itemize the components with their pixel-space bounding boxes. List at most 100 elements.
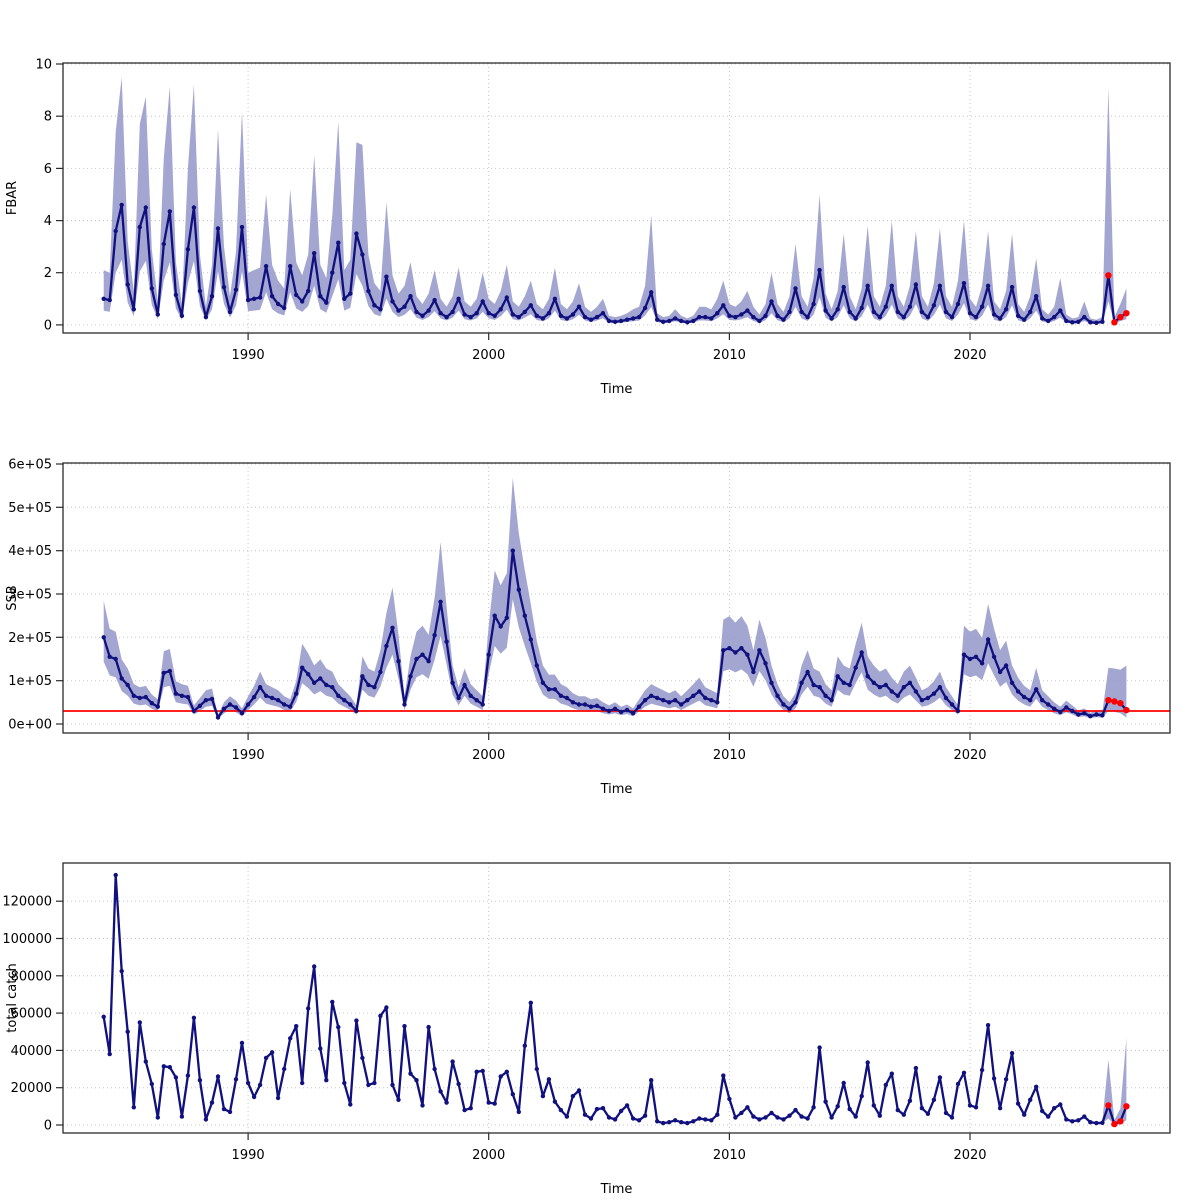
data-point (691, 1119, 696, 1124)
y-tick-label: 2e+05 (8, 631, 52, 646)
data-point (456, 695, 461, 701)
data-point (336, 240, 341, 245)
data-point (209, 1100, 215, 1105)
data-point (354, 708, 359, 714)
y-tick-label: 60000 (11, 1007, 52, 1022)
data-point (396, 659, 401, 664)
data-point (372, 685, 377, 690)
data-point (865, 1060, 870, 1065)
data-point (594, 314, 600, 320)
data-point (516, 314, 521, 320)
data-point (727, 646, 732, 651)
data-point (757, 1117, 762, 1122)
data-point (895, 309, 900, 315)
data-point (715, 1112, 720, 1117)
data-point (486, 311, 491, 316)
data-point (534, 313, 539, 318)
data-point (877, 1113, 882, 1118)
data-point (721, 648, 726, 653)
data-point (534, 663, 539, 668)
data-point (414, 656, 419, 662)
data-point (943, 695, 949, 701)
data-point (661, 698, 666, 703)
data-point (955, 1081, 961, 1087)
data-point (667, 1120, 672, 1125)
data-point (630, 316, 636, 321)
data-point (781, 317, 786, 322)
data-point (991, 1076, 997, 1081)
data-point (209, 294, 215, 299)
data-point (1094, 320, 1099, 325)
data-point (913, 282, 919, 287)
data-point (636, 314, 642, 320)
confidence-band (103, 77, 1127, 324)
panel-total-catch: 0 20000 40000 60000 80000 100000 120000 1990 200… (2, 862, 1171, 1197)
data-point (576, 304, 582, 309)
panel-frame (62, 462, 1171, 734)
data-point (973, 1105, 979, 1110)
data-point (1094, 1120, 1099, 1126)
data-point (456, 1081, 461, 1087)
data-point (408, 1071, 413, 1076)
data-point (859, 1093, 864, 1099)
data-point (239, 1040, 245, 1046)
data-point (330, 685, 335, 690)
data-point (294, 1023, 299, 1029)
data-point (131, 307, 136, 312)
data-point (949, 1115, 955, 1120)
y-tick-label: 2 (44, 266, 52, 281)
data-point (462, 682, 467, 688)
data-point (853, 665, 858, 670)
data-point (378, 669, 383, 675)
data-point (504, 1069, 509, 1075)
data-point (227, 309, 233, 315)
data-point (167, 1065, 172, 1070)
data-point (107, 654, 112, 659)
data-point (1088, 714, 1093, 719)
forecast-point (1111, 698, 1118, 705)
x-tick-label: 2000 (472, 1148, 505, 1163)
data-point (1003, 663, 1009, 668)
data-point (576, 702, 582, 707)
data-point (420, 1103, 425, 1108)
data-point (769, 680, 774, 685)
data-point (233, 705, 239, 710)
data-point (594, 1106, 600, 1112)
data-point (769, 299, 774, 304)
data-point (823, 1099, 828, 1104)
data-point (239, 711, 245, 716)
data-point (600, 1106, 606, 1111)
data-point (119, 202, 124, 208)
data-point (1082, 314, 1087, 320)
data-point (673, 316, 678, 321)
data-point (1040, 1108, 1045, 1114)
panel-frame (62, 62, 1171, 334)
data-point (480, 702, 485, 707)
panel-FBAR: 0 2 4 6 8 10 1990 2000 2010 2020 Time FBAR (5, 58, 1171, 397)
data-point (480, 1068, 485, 1074)
data-point (185, 247, 191, 252)
data-point (312, 964, 317, 969)
data-point (865, 674, 870, 679)
data-point (679, 1120, 684, 1125)
data-point (997, 1106, 1003, 1111)
data-point (191, 1015, 197, 1020)
data-point (294, 691, 299, 696)
data-point (655, 695, 660, 701)
forecast-point (1117, 700, 1124, 707)
y-tick-label: 6 (44, 162, 52, 177)
data-point (312, 251, 317, 256)
data-point (378, 1013, 383, 1019)
data-point (414, 309, 419, 315)
forecast-point (1105, 1102, 1112, 1109)
data-point (703, 1117, 708, 1122)
data-point (1100, 319, 1105, 324)
data-point (889, 1071, 894, 1076)
data-point (101, 296, 106, 301)
data-point (390, 299, 395, 304)
data-point (877, 685, 882, 690)
forecast-point (1123, 706, 1130, 714)
data-point (354, 1018, 359, 1023)
data-point (883, 682, 888, 688)
